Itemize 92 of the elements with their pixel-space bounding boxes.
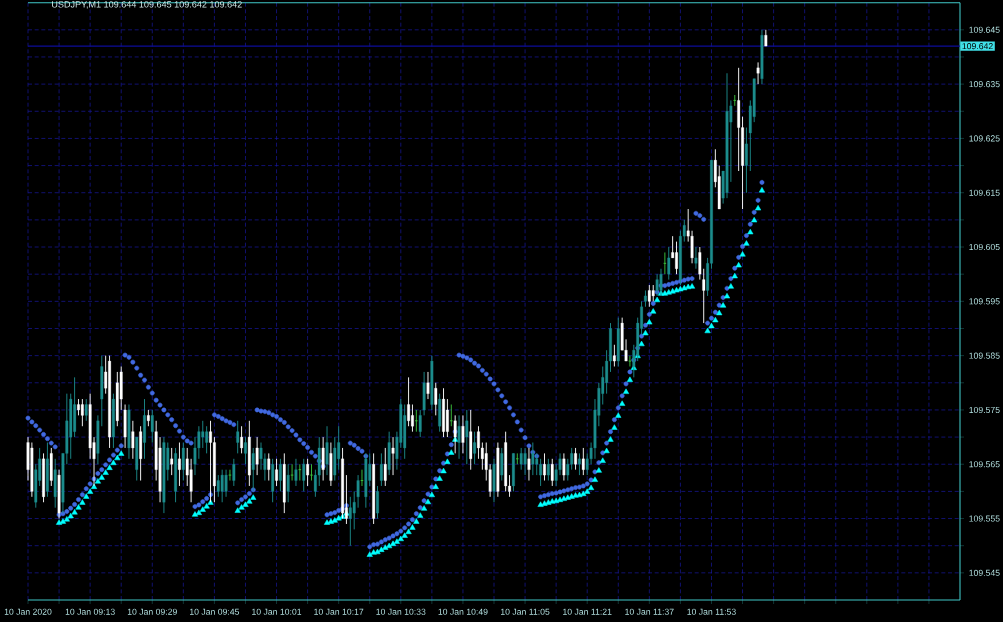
- candlestick: [240, 425, 244, 454]
- candlestick: [519, 447, 523, 471]
- x-tick-label: 10 Jan 2020: [4, 608, 52, 615]
- candlestick: [675, 241, 678, 275]
- candlestick: [205, 425, 209, 454]
- candlestick: [457, 414, 461, 460]
- candlestick: [414, 409, 419, 433]
- candlestick: [309, 463, 314, 481]
- candlestick: [546, 458, 550, 481]
- candlestick: [543, 452, 546, 481]
- candlestick: [360, 469, 364, 487]
- candlestick: [279, 458, 282, 492]
- candlestick: [216, 474, 220, 498]
- candlestick: [667, 246, 671, 281]
- candlestick: [539, 458, 543, 487]
- x-tick-label: 10 Jan 09:13: [65, 608, 115, 615]
- candlestick: [578, 452, 581, 476]
- y-tick-label: 109.545: [969, 569, 1000, 576]
- candlestick: [562, 452, 566, 481]
- candlestick: [383, 447, 387, 487]
- y-tick-label: 109.625: [969, 135, 1000, 142]
- candlestick: [411, 404, 414, 433]
- candlestick: [224, 469, 228, 498]
- y-tick-label: 109.555: [969, 515, 1000, 522]
- candlestick: [131, 420, 135, 460]
- x-tick-label: 10 Jan 09:29: [127, 608, 177, 615]
- y-tick-label: 109.645: [969, 26, 1000, 33]
- x-tick-label: 10 Jan 09:45: [190, 608, 240, 615]
- candlestick: [232, 458, 236, 487]
- chart-title: USDJPY,M1 109.644 109.645 109.642 109.642: [52, 1, 242, 9]
- candlestick: [465, 409, 469, 465]
- candlestick: [275, 458, 278, 487]
- candlestick: [477, 425, 480, 460]
- candlestick: [612, 344, 616, 367]
- candlestick: [574, 447, 577, 471]
- candlestick: [220, 469, 224, 503]
- candlestick: [286, 463, 290, 503]
- candlestick: [663, 251, 667, 275]
- candlestick: [290, 463, 294, 481]
- candlestick: [407, 376, 410, 427]
- x-tick-label: 10 Jan 10:01: [252, 608, 302, 615]
- y-tick-label: 109.635: [969, 81, 1000, 88]
- candlestick: [228, 469, 232, 481]
- candlestick: [581, 447, 585, 476]
- candlestick: [515, 452, 520, 465]
- y-tick-label: 109.605: [969, 243, 1000, 251]
- candlestick: [181, 442, 185, 481]
- candlestick: [150, 409, 154, 443]
- candlestick: [434, 382, 438, 416]
- candlestick: [244, 436, 247, 465]
- candlestick: [348, 496, 352, 547]
- y-tick-label: 109.575: [969, 406, 1000, 414]
- candlestick: [500, 447, 504, 481]
- x-tick-label: 10 Jan 10:33: [376, 608, 426, 615]
- y-tick-label: 109.615: [969, 189, 1000, 196]
- candlestick: [473, 431, 477, 465]
- x-tick-label: 10 Jan 10:49: [438, 608, 488, 615]
- candlestick: [756, 61, 760, 85]
- candlestick: [84, 398, 88, 422]
- candlestick: [628, 355, 632, 367]
- y-tick-label: 109.595: [969, 298, 1000, 305]
- x-tick-label: 10 Jan 10:17: [314, 608, 364, 615]
- candlestick: [391, 436, 395, 476]
- candlestick: [298, 463, 302, 481]
- x-tick-label: 10 Jan 11:37: [625, 608, 674, 615]
- candlestick: [306, 458, 310, 487]
- candlestick: [376, 485, 379, 520]
- candlestick: [449, 404, 454, 427]
- candlestick: [255, 436, 259, 476]
- candlestick: [251, 447, 255, 492]
- candlestick: [550, 458, 554, 487]
- x-tick-label: 10 Jan 11:05: [501, 608, 550, 615]
- candlestick: [694, 246, 698, 270]
- candlestick: [445, 398, 449, 438]
- candlestick: [461, 414, 465, 454]
- candlestick: [170, 447, 174, 476]
- candlestick: [294, 458, 298, 487]
- candlestick: [302, 458, 306, 492]
- candlestick: [236, 420, 240, 454]
- candlestick: [733, 94, 737, 107]
- candlestick: [201, 420, 205, 449]
- candlestick: [523, 447, 527, 476]
- candlestick: [178, 442, 181, 487]
- candlestick: [267, 452, 271, 481]
- y-tick-label: 109.585: [969, 352, 1000, 359]
- candlestick: [379, 452, 383, 487]
- y-tick-label: 109.565: [969, 461, 1000, 468]
- candlestick: [325, 425, 329, 476]
- candlestick: [426, 371, 430, 400]
- ref-line-label: 109.642: [962, 43, 993, 50]
- x-tick-label: 10 Jan 11:21: [563, 608, 612, 615]
- x-tick-label: 10 Jan 11:53: [687, 608, 736, 615]
